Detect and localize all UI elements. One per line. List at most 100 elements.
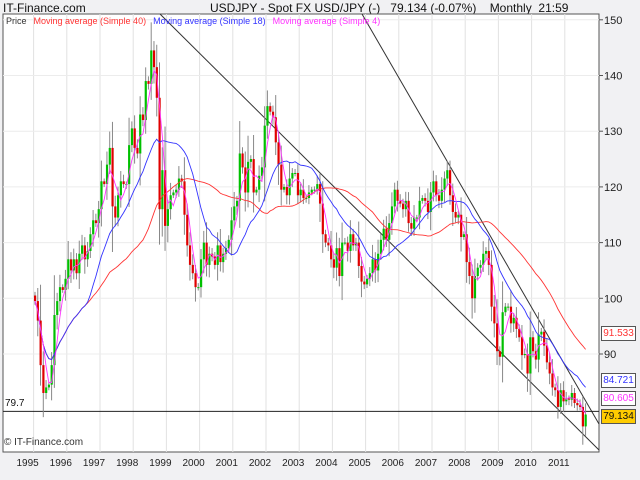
candle-body bbox=[371, 259, 374, 274]
candle-body bbox=[94, 220, 98, 224]
x-tick-label: 1999 bbox=[149, 458, 172, 469]
candle-body bbox=[501, 312, 504, 357]
candle-body bbox=[385, 228, 388, 240]
candle-body bbox=[357, 242, 360, 266]
candle-body bbox=[382, 228, 385, 240]
candle-body bbox=[465, 234, 468, 263]
candle-body bbox=[346, 242, 349, 251]
candle-body bbox=[576, 403, 579, 406]
candle-body bbox=[341, 242, 344, 277]
candle-body bbox=[559, 390, 562, 407]
legend-ma40: Moving average (Simple 40) bbox=[33, 16, 147, 26]
x-tick-label: 2002 bbox=[249, 458, 272, 469]
candle-body bbox=[581, 406, 584, 427]
y-tick-label: 150 bbox=[604, 15, 622, 27]
candle-body bbox=[473, 276, 477, 299]
candle-body bbox=[523, 354, 526, 356]
candle-body bbox=[75, 259, 78, 274]
candle-body bbox=[58, 287, 62, 302]
candle-body bbox=[429, 192, 432, 212]
x-tick-label: 2004 bbox=[315, 458, 338, 469]
candle-body bbox=[200, 259, 203, 288]
watermark: © IT-Finance.com bbox=[4, 437, 84, 448]
candle-body bbox=[379, 239, 383, 254]
legend: Price Moving average (Simple 40) Moving … bbox=[6, 16, 380, 26]
candle-body bbox=[244, 167, 247, 193]
candle-body bbox=[570, 392, 573, 400]
candle-body bbox=[399, 200, 402, 204]
candle-body bbox=[108, 147, 111, 165]
candle-body bbox=[487, 250, 490, 265]
candle-body bbox=[454, 211, 457, 218]
candle-body bbox=[567, 398, 571, 400]
candle-body bbox=[449, 170, 452, 196]
candle-body bbox=[415, 217, 418, 219]
x-tick-label: 2010 bbox=[514, 458, 537, 469]
candle-body bbox=[258, 175, 261, 190]
ma18-value-tag: 84.721 bbox=[601, 373, 636, 388]
candle-body bbox=[390, 206, 394, 224]
candle-body bbox=[47, 384, 51, 388]
candle-body bbox=[435, 181, 438, 196]
candle-body bbox=[490, 264, 493, 307]
candle-body bbox=[277, 142, 280, 165]
trendline-lower bbox=[159, 13, 600, 451]
candle-body bbox=[310, 189, 313, 193]
candle-body bbox=[324, 234, 327, 243]
candle-body bbox=[269, 106, 272, 112]
candle-body bbox=[504, 306, 507, 313]
candle-body bbox=[172, 192, 175, 196]
candle-body bbox=[274, 117, 277, 143]
candle-body bbox=[283, 186, 286, 190]
candle-body bbox=[103, 181, 106, 185]
candle-body bbox=[202, 242, 205, 260]
candle-body bbox=[42, 365, 45, 393]
candle-body bbox=[462, 234, 466, 238]
y-tick-label: 110 bbox=[604, 238, 622, 250]
candle-body bbox=[520, 337, 524, 356]
ma18-line bbox=[34, 138, 586, 388]
candle-body bbox=[579, 405, 582, 407]
candle-body bbox=[219, 245, 222, 263]
candle-body bbox=[548, 362, 551, 374]
candle-body bbox=[285, 186, 288, 196]
y-tick-label: 90 bbox=[604, 349, 616, 361]
candle-body bbox=[532, 337, 535, 352]
candle-body bbox=[421, 198, 424, 201]
x-tick-label: 1996 bbox=[50, 458, 73, 469]
candle-body bbox=[440, 189, 443, 201]
candle-body bbox=[50, 365, 53, 385]
candle-body bbox=[457, 214, 460, 218]
candle-body bbox=[366, 278, 369, 285]
candle-body bbox=[133, 128, 136, 148]
candle-body bbox=[507, 306, 510, 308]
candle-body bbox=[313, 189, 316, 191]
candle-body bbox=[72, 259, 75, 271]
candle-body bbox=[482, 253, 485, 265]
site-name: IT-Finance.com bbox=[3, 1, 86, 15]
ma40-value-tag: 91.533 bbox=[601, 326, 636, 341]
time: 21:59 bbox=[538, 1, 569, 15]
y-tick-label: 130 bbox=[604, 126, 622, 138]
x-tick-label: 2009 bbox=[481, 458, 504, 469]
horizontal-line-label: 79.7 bbox=[5, 398, 25, 409]
candle-body bbox=[526, 354, 529, 374]
candle-body bbox=[169, 195, 172, 210]
candle-body bbox=[175, 189, 178, 193]
candle-body bbox=[188, 245, 192, 265]
candle-body bbox=[139, 114, 142, 154]
candle-body bbox=[161, 170, 164, 210]
candle-body bbox=[479, 264, 482, 268]
candle-body bbox=[512, 317, 515, 324]
candle-body bbox=[316, 184, 319, 190]
candle-body bbox=[374, 259, 377, 271]
candle-body bbox=[186, 214, 189, 246]
candle-body bbox=[321, 203, 324, 235]
candle-body bbox=[418, 200, 421, 218]
candle-body bbox=[299, 189, 302, 196]
candle-body bbox=[404, 200, 407, 210]
candle-body bbox=[468, 262, 471, 277]
candle-body bbox=[45, 387, 48, 393]
candle-body bbox=[119, 181, 122, 196]
candle-body bbox=[360, 265, 363, 282]
